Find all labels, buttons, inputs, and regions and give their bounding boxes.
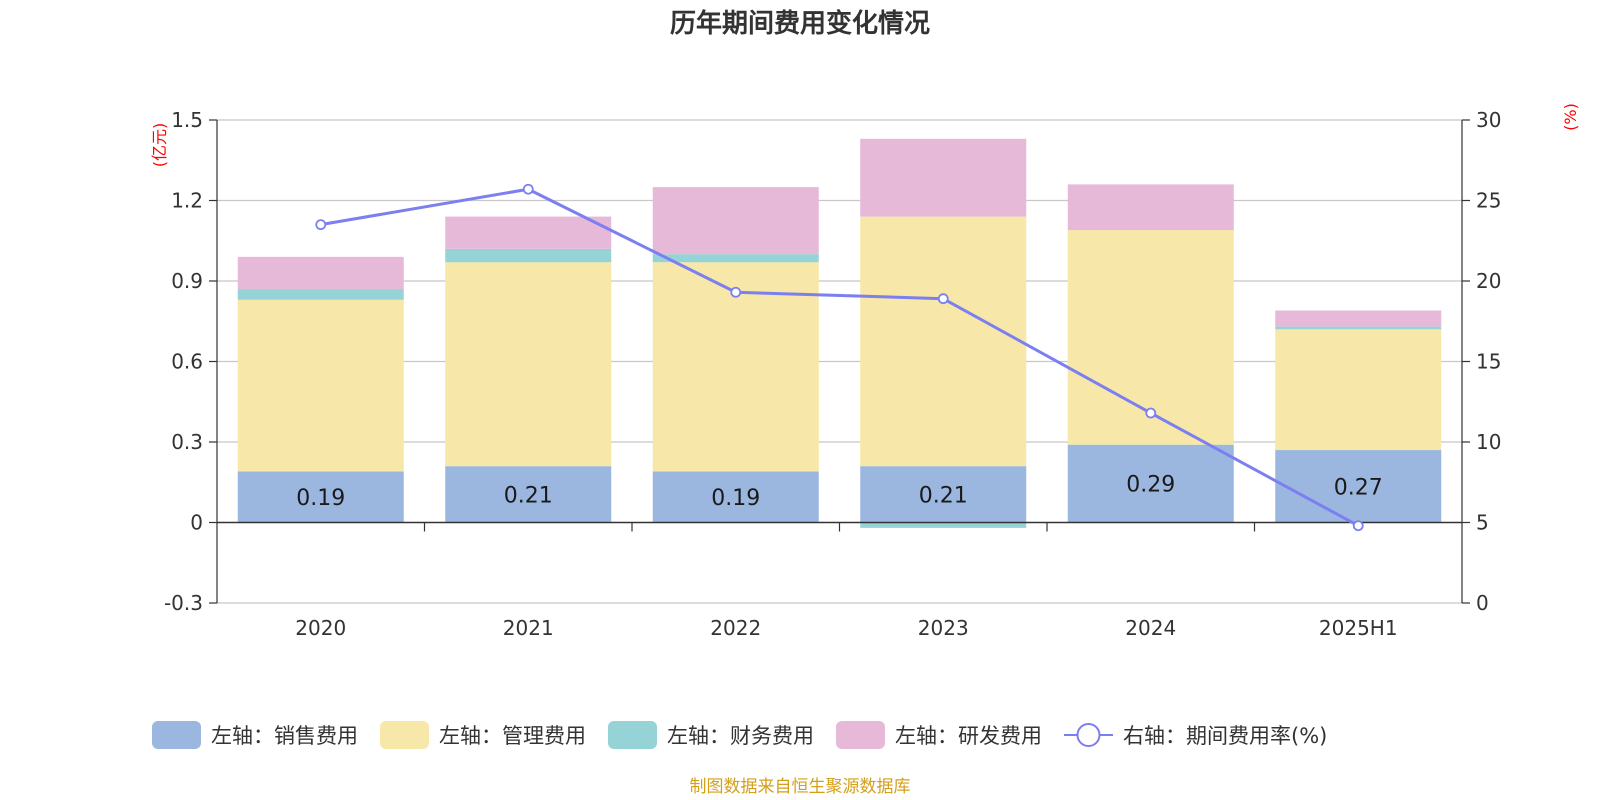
bar-segment — [860, 466, 1027, 523]
bar-segment — [1067, 184, 1234, 231]
bar-segment — [860, 138, 1027, 217]
legend-label: 左轴：财务费用 — [667, 724, 814, 748]
bar-segment — [237, 299, 404, 472]
bar-value-label: 0.21 — [504, 483, 553, 508]
category-label: 2024 — [1125, 616, 1176, 640]
legend-marker — [1076, 723, 1101, 747]
legend-label: 左轴：管理费用 — [439, 724, 586, 748]
bar-segment — [237, 256, 404, 290]
data-labels: 0.19 0.21 0.19 0.21 0.29 0.27 — [296, 473, 1382, 511]
category-label: 2021 — [503, 616, 554, 640]
source-note: 制图数据来自恒生聚源数据库 — [690, 777, 911, 797]
bar-segment — [1275, 450, 1442, 523]
left-tick-label: 1.5 — [171, 108, 203, 132]
axes: -0.3 0 0.3 0.6 0.9 1.2 1.5 0 5 10 15 20 25 30 2020 2021… — [164, 108, 1501, 640]
right-tick-label: 5 — [1476, 511, 1489, 535]
left-axis-unit: (亿元) — [150, 123, 169, 168]
bar-segment — [860, 522, 1027, 528]
rate-line-path — [320, 187, 1359, 528]
bar-segment — [445, 466, 612, 523]
category-label: 2025H1 — [1319, 616, 1398, 640]
right-tick-label: 15 — [1476, 350, 1501, 374]
left-tick-label: -0.3 — [164, 591, 203, 615]
bar-segment — [652, 471, 819, 523]
legend-label: 右轴：期间费用率(%) — [1123, 724, 1327, 748]
grid — [217, 119, 1462, 604]
bar-segment — [237, 471, 404, 523]
chart-title: 历年期间费用变化情况 — [670, 8, 930, 39]
category-label: 2022 — [710, 616, 761, 640]
rate-point — [937, 293, 949, 305]
legend-swatch — [380, 721, 429, 749]
bar-value-label: 0.19 — [296, 486, 345, 511]
legend-label: 左轴：研发费用 — [895, 724, 1042, 748]
bar-value-label: 0.21 — [919, 483, 968, 508]
right-axis-unit: (%) — [1561, 103, 1580, 131]
right-tick-label: 0 — [1476, 591, 1489, 615]
left-tick-label: 0.6 — [171, 350, 203, 374]
bar-segment — [445, 262, 612, 467]
bar-segment — [652, 254, 819, 263]
category-label: 2023 — [918, 616, 969, 640]
bar-segment — [1275, 310, 1442, 327]
left-tick-label: 0.3 — [171, 430, 203, 454]
bar-value-label: 0.27 — [1334, 475, 1383, 500]
left-tick-label: 1.2 — [171, 189, 203, 213]
legend: 左轴：销售费用 左轴：管理费用 左轴：财务费用 左轴：研发费用 右轴：期间费用率(%) — [152, 721, 1327, 749]
bar-segment — [445, 216, 612, 249]
rate-point — [522, 183, 534, 195]
legend-swatch — [836, 721, 885, 749]
rate-line — [315, 183, 1364, 532]
right-tick-label: 25 — [1476, 189, 1501, 213]
bar-value-label: 0.29 — [1126, 473, 1175, 498]
bar-segment — [652, 187, 819, 255]
bar-segment — [1275, 326, 1442, 330]
legend-label: 左轴：销售费用 — [211, 724, 358, 748]
bars — [237, 138, 1442, 528]
left-tick-label: 0.9 — [171, 269, 203, 293]
rate-point — [1145, 407, 1157, 419]
bar-value-label: 0.19 — [711, 486, 760, 511]
legend-swatch — [608, 721, 657, 749]
bar-segment — [445, 248, 612, 263]
right-tick-label: 10 — [1476, 430, 1501, 454]
bar-segment — [860, 216, 1027, 467]
rate-point — [1352, 520, 1364, 532]
bar-segment — [1067, 444, 1234, 523]
right-tick-label: 30 — [1476, 108, 1501, 132]
rate-point — [730, 286, 742, 298]
legend-swatch — [152, 721, 201, 749]
category-label: 2020 — [295, 616, 346, 640]
left-tick-label: 0 — [190, 511, 203, 535]
rate-point — [315, 219, 327, 231]
bar-segment — [1275, 329, 1442, 451]
right-tick-label: 20 — [1476, 269, 1501, 293]
bar-segment — [237, 289, 404, 300]
